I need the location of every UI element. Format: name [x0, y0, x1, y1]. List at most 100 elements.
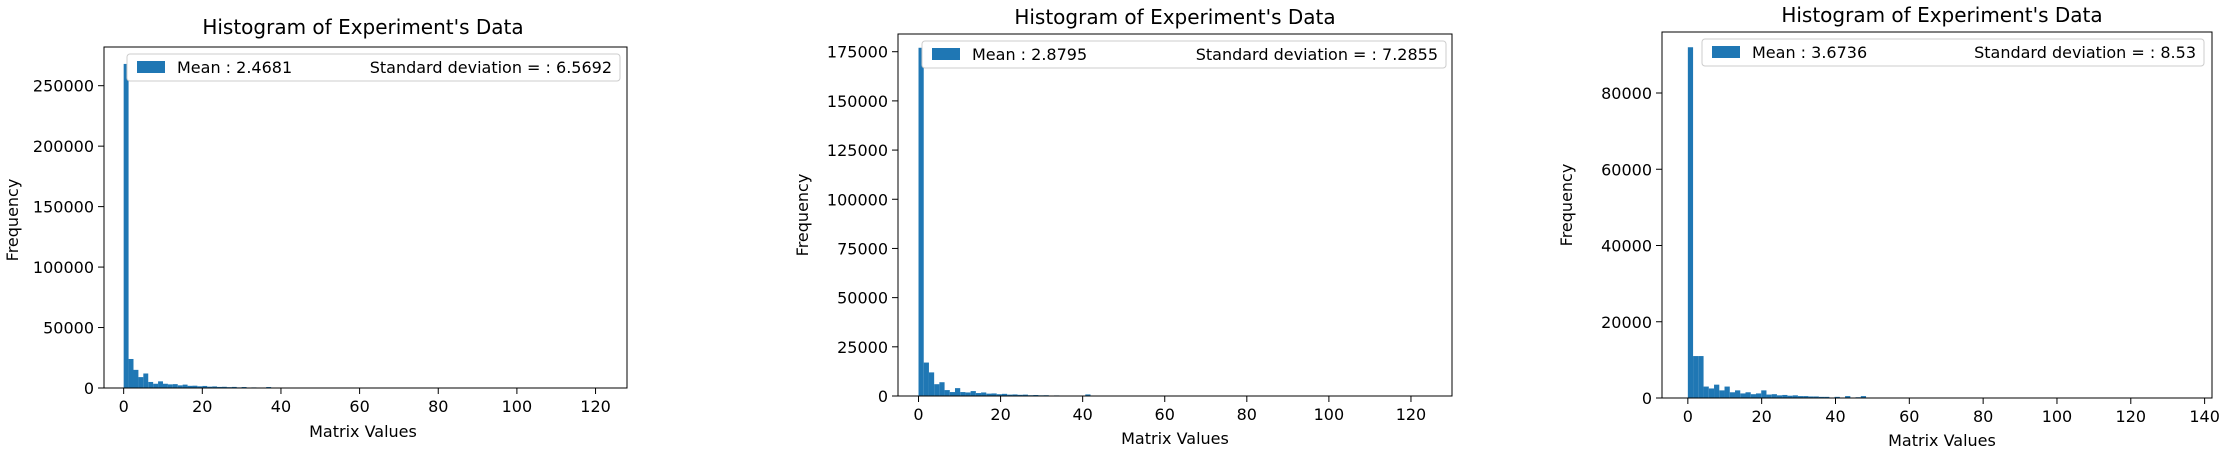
histogram-bar — [202, 385, 208, 388]
x-axis-label: Matrix Values — [309, 422, 417, 441]
histogram-bar — [1012, 394, 1018, 396]
y-tick-label: 50000 — [43, 319, 94, 338]
x-ticks: 0 20 40 60 80 100 120 — [119, 388, 611, 416]
histogram-bar — [221, 386, 227, 388]
y-tick-label: 150000 — [33, 198, 94, 217]
histogram-bar — [1860, 396, 1867, 398]
legend-std: Standard deviation = : 6.5692 — [370, 58, 612, 77]
x-tick-label: 120 — [580, 397, 611, 416]
legend-mean: Mean : 2.4681 — [177, 58, 292, 77]
histogram-bar — [172, 384, 178, 388]
y-tick-label: 0 — [1642, 389, 1652, 408]
histogram-chart-1: Histogram of Experiment's Data Frequency… — [3, 15, 628, 441]
histogram-bar — [1824, 396, 1830, 398]
histogram-bar — [934, 384, 940, 396]
histogram-bar — [939, 382, 945, 396]
x-tick-label: 100 — [1314, 405, 1345, 424]
histogram-bar — [955, 388, 961, 396]
y-tick-label: 150000 — [827, 92, 888, 111]
histogram-bar — [192, 385, 198, 388]
bars — [918, 47, 1101, 397]
histogram-bar — [1687, 47, 1694, 398]
histogram-bar — [996, 394, 1002, 396]
y-axis-label-text: Frequency — [793, 174, 812, 257]
histogram-bar — [1708, 388, 1715, 398]
y-axis-label: Frequency — [3, 179, 22, 262]
histogram-bar — [207, 386, 213, 388]
histogram-bar — [1771, 394, 1777, 398]
histogram-bar — [212, 386, 218, 388]
histogram-bar — [1787, 395, 1793, 398]
histogram-bar — [949, 392, 956, 396]
chart-title: Histogram of Experiment's Data — [1014, 5, 1335, 29]
histogram-bar — [986, 393, 992, 396]
legend-box — [921, 40, 1447, 69]
x-tick-label: 40 — [1825, 407, 1845, 426]
y-tick-label: 200000 — [33, 137, 94, 156]
histogram-bar — [1698, 356, 1704, 398]
y-ticks: 0 25000 50000 75000 100000 125000 150000 175000 — [827, 43, 898, 406]
histogram-bar — [1022, 394, 1028, 396]
plot-area: 0 25000 50000 75000 100000 125000 150000 175000… — [827, 33, 1453, 424]
y-axis-label-text: Frequency — [1557, 164, 1576, 247]
bars — [123, 63, 296, 388]
x-tick-label: 80 — [1973, 407, 1993, 426]
histogram-bar — [138, 377, 144, 388]
x-axis-label: Matrix Values — [1121, 429, 1229, 448]
histogram-bar — [1724, 386, 1730, 398]
y-tick-label: 75000 — [837, 239, 888, 258]
y-tick-label: 80000 — [1601, 84, 1652, 103]
chart-title: Histogram of Experiment's Data — [202, 15, 523, 39]
histogram-bar — [1792, 395, 1798, 398]
x-axis-label: Matrix Values — [1888, 431, 1996, 450]
histogram-bar — [975, 393, 982, 396]
histogram-bar — [197, 386, 203, 388]
histogram-bar — [153, 383, 159, 388]
legend-std: Standard deviation = : 7.2855 — [1196, 45, 1438, 64]
x-tick-label: 60 — [349, 397, 369, 416]
histogram-bar — [1085, 394, 1091, 396]
histogram-bar — [1776, 395, 1783, 398]
histogram-bar — [918, 47, 924, 397]
histogram-chart-2: Histogram of Experiment's Data Frequency… — [793, 5, 1453, 448]
histogram-bar — [970, 391, 976, 396]
x-tick-label: 40 — [271, 397, 291, 416]
histogram-bar — [1729, 392, 1736, 398]
histogram-bar — [981, 392, 987, 396]
y-tick-label: 40000 — [1601, 237, 1652, 256]
histogram-bar — [1750, 394, 1756, 398]
histogram-chart-3: Histogram of Experiment's Data Frequency… — [1557, 3, 2220, 450]
y-tick-label: 125000 — [827, 141, 888, 160]
histogram-bar — [1845, 396, 1851, 398]
y-tick-label: 25000 — [837, 338, 888, 357]
histogram-bar — [1735, 390, 1741, 398]
y-tick-label: 100000 — [33, 258, 94, 277]
histogram-bar — [1693, 356, 1699, 398]
x-tick-label: 60 — [1899, 407, 1919, 426]
y-ticks: 0 50000 100000 150000 200000 250000 — [33, 77, 104, 398]
x-tick-label: 80 — [428, 397, 448, 416]
histogram-bar — [158, 381, 163, 388]
legend-swatch — [932, 48, 960, 60]
histogram-bar — [133, 369, 139, 388]
histogram-bar — [1719, 390, 1725, 398]
plot-frame — [897, 33, 1453, 397]
x-tick-label: 80 — [1237, 405, 1257, 424]
y-axis-label: Frequency — [793, 174, 812, 257]
histogram-bar — [1714, 384, 1720, 398]
x-tick-label: 0 — [1683, 407, 1693, 426]
histogram-bar — [1745, 392, 1751, 398]
x-ticks: 0 20 40 60 80 100 120 — [913, 396, 1426, 424]
y-ticks: 0 20000 40000 60000 80000 — [1601, 84, 1662, 408]
histogram-bar — [923, 362, 929, 396]
y-tick-label: 250000 — [33, 77, 94, 96]
chart-title: Histogram of Experiment's Data — [1781, 3, 2102, 27]
x-tick-label: 100 — [2042, 407, 2073, 426]
x-tick-label: 40 — [1072, 405, 1092, 424]
histogram-bar — [123, 63, 129, 388]
legend: Mean : 2.4681 Standard deviation = : 6.5… — [126, 53, 621, 82]
y-tick-label: 0 — [84, 379, 94, 398]
histogram-bar — [143, 373, 149, 388]
y-tick-label: 50000 — [837, 289, 888, 308]
legend-box — [126, 53, 621, 82]
